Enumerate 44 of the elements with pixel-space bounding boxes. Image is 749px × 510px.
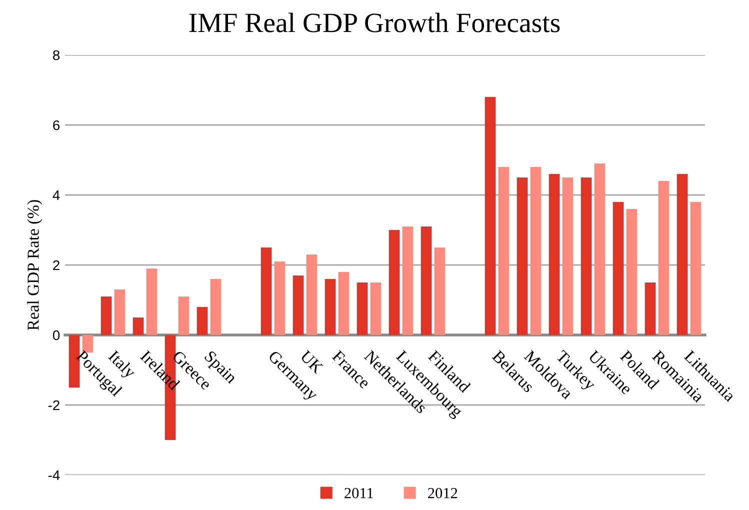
bar xyxy=(388,230,400,335)
bar xyxy=(420,226,432,335)
bar xyxy=(676,174,688,335)
bar xyxy=(402,226,414,335)
bar xyxy=(658,181,670,335)
bar xyxy=(498,167,510,335)
bar xyxy=(580,178,592,335)
bar xyxy=(178,296,190,335)
bar xyxy=(612,202,624,335)
bar xyxy=(292,276,304,335)
bar xyxy=(132,318,144,335)
bar xyxy=(690,202,702,335)
y-tick-label: 0 xyxy=(52,330,60,340)
bar xyxy=(260,248,272,335)
bar xyxy=(594,164,606,335)
bar xyxy=(196,307,208,335)
bar xyxy=(356,282,368,335)
bar xyxy=(562,178,574,335)
bar xyxy=(484,97,496,335)
y-tick-label: 2 xyxy=(53,260,60,270)
bar xyxy=(210,279,222,335)
y-axis-title: Real GDP Rate (%) xyxy=(27,200,42,330)
bar xyxy=(644,282,656,335)
chart-title: IMF Real GDP Growth Forecasts xyxy=(189,12,560,32)
bar xyxy=(114,290,126,335)
bar xyxy=(100,296,112,335)
y-tick-label: -2 xyxy=(48,400,60,410)
bar xyxy=(548,174,560,335)
bar xyxy=(370,282,382,335)
legend-label: 2012 xyxy=(428,488,458,498)
y-tick-label: 8 xyxy=(53,50,60,60)
bar xyxy=(530,167,542,335)
bar xyxy=(306,254,318,335)
bar xyxy=(274,262,286,335)
y-tick-label: 6 xyxy=(53,120,60,130)
bar xyxy=(338,272,350,335)
bar xyxy=(324,279,336,335)
bar xyxy=(516,178,528,335)
bar xyxy=(146,268,158,335)
legend-label: 2011 xyxy=(344,488,373,498)
bar xyxy=(626,209,638,335)
y-tick-label: 4 xyxy=(52,190,60,200)
bar xyxy=(434,248,446,335)
y-tick-label: -4 xyxy=(48,470,60,480)
